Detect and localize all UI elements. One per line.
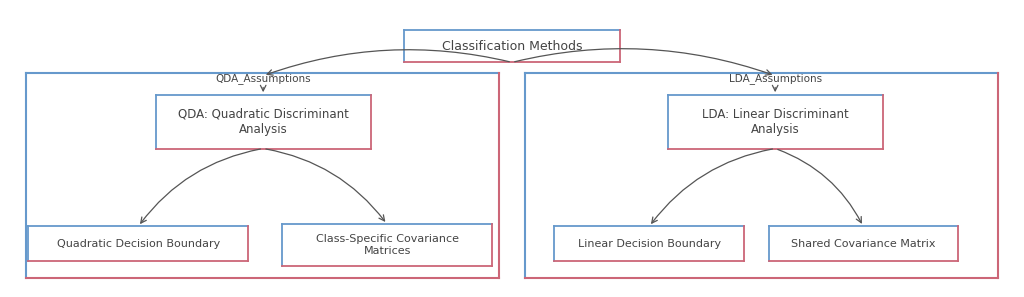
Text: LDA: Linear Discriminant
Analysis: LDA: Linear Discriminant Analysis (701, 108, 849, 136)
Text: Class-Specific Covariance
Matrices: Class-Specific Covariance Matrices (315, 234, 459, 256)
Text: Linear Decision Boundary: Linear Decision Boundary (578, 238, 721, 249)
Text: Classification Methods: Classification Methods (441, 40, 583, 53)
Text: QDA_Assumptions: QDA_Assumptions (215, 73, 311, 84)
Text: LDA_Assumptions: LDA_Assumptions (729, 73, 821, 84)
Text: QDA: Quadratic Discriminant
Analysis: QDA: Quadratic Discriminant Analysis (178, 108, 348, 136)
Text: Shared Covariance Matrix: Shared Covariance Matrix (791, 238, 936, 249)
Text: Quadratic Decision Boundary: Quadratic Decision Boundary (56, 238, 220, 249)
